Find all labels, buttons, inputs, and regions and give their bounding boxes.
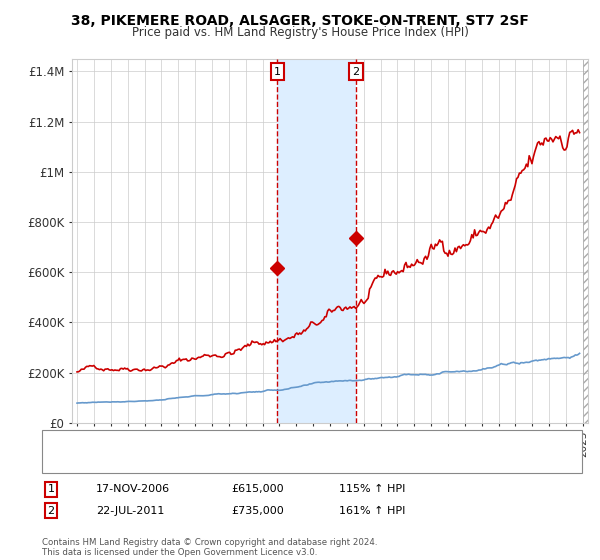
Text: HPI: Average price, detached house, Cheshire East: HPI: Average price, detached house, Ches… — [81, 461, 346, 471]
Text: 38, PIKEMERE ROAD, ALSAGER, STOKE-ON-TRENT, ST7 2SF: 38, PIKEMERE ROAD, ALSAGER, STOKE-ON-TRE… — [71, 14, 529, 28]
Text: 161% ↑ HPI: 161% ↑ HPI — [339, 506, 406, 516]
Text: Contains HM Land Registry data © Crown copyright and database right 2024.
This d: Contains HM Land Registry data © Crown c… — [42, 538, 377, 557]
Text: 2: 2 — [353, 67, 359, 77]
Text: £735,000: £735,000 — [231, 506, 284, 516]
Text: 115% ↑ HPI: 115% ↑ HPI — [339, 484, 406, 494]
Text: 1: 1 — [47, 484, 55, 494]
Text: ——: —— — [54, 459, 79, 473]
Bar — [583, 59, 596, 423]
Text: 17-NOV-2006: 17-NOV-2006 — [96, 484, 170, 494]
Text: 2: 2 — [47, 506, 55, 516]
Text: 38, PIKEMERE ROAD, ALSAGER, STOKE-ON-TRENT, ST7 2SF (detached house): 38, PIKEMERE ROAD, ALSAGER, STOKE-ON-TRE… — [81, 433, 482, 443]
Text: ——: —— — [54, 431, 79, 445]
Text: 22-JUL-2011: 22-JUL-2011 — [96, 506, 164, 516]
Text: Price paid vs. HM Land Registry's House Price Index (HPI): Price paid vs. HM Land Registry's House … — [131, 26, 469, 39]
Text: £615,000: £615,000 — [231, 484, 284, 494]
Text: 1: 1 — [274, 67, 281, 77]
Bar — [277, 59, 356, 423]
